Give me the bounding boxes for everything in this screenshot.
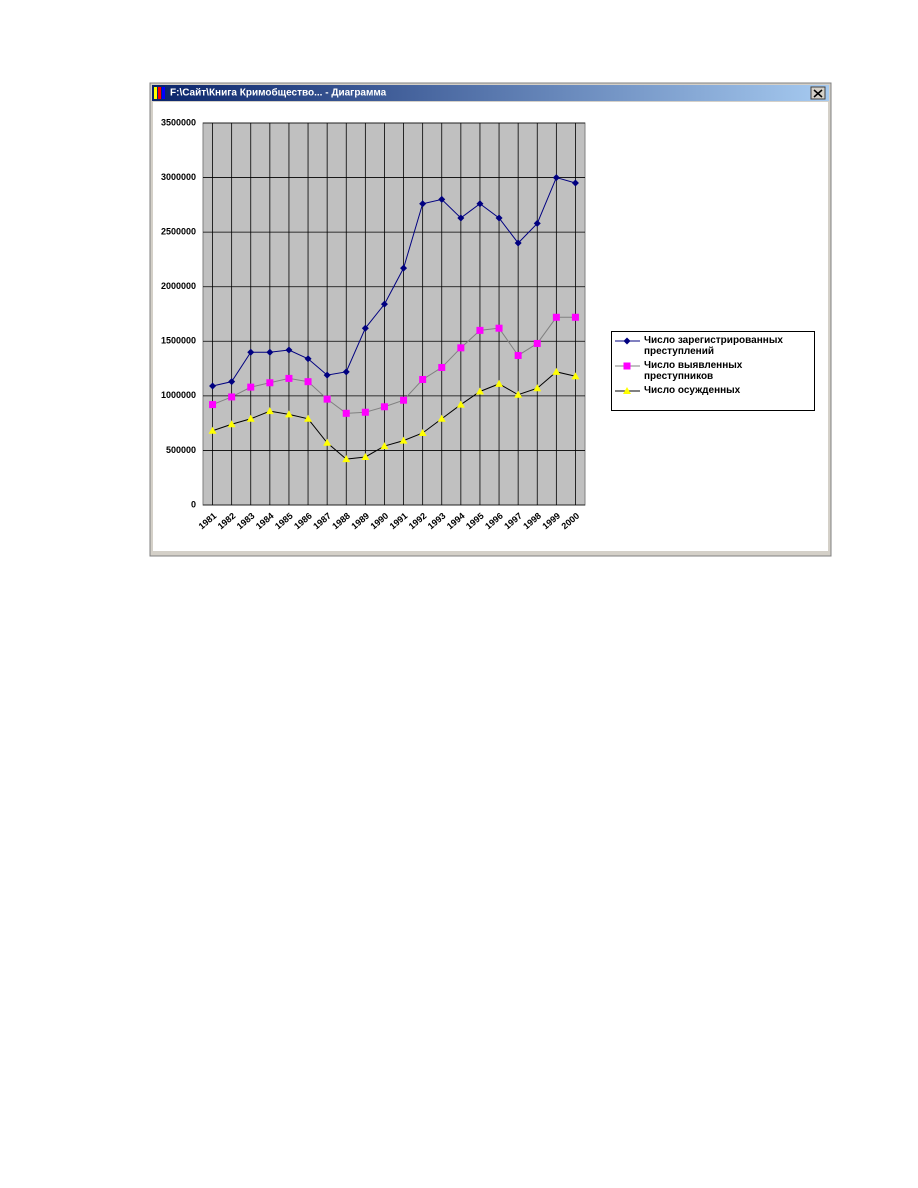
app-icon	[158, 87, 161, 99]
marker	[304, 414, 313, 422]
marker	[304, 378, 312, 386]
marker	[342, 368, 350, 376]
marker	[400, 396, 408, 404]
marker	[476, 200, 484, 208]
marker	[457, 214, 465, 222]
marker	[495, 324, 503, 332]
legend-marker	[623, 362, 631, 370]
marker	[476, 326, 484, 334]
marker	[533, 384, 542, 392]
marker	[380, 442, 389, 450]
marker	[361, 452, 370, 460]
marker	[514, 390, 523, 398]
marker	[419, 375, 427, 383]
marker	[247, 383, 255, 391]
marker	[533, 339, 541, 347]
marker	[418, 428, 427, 436]
y-tick-label: 2000000	[161, 281, 196, 291]
marker	[571, 313, 579, 321]
marker	[285, 374, 293, 382]
marker	[475, 387, 484, 395]
marker	[323, 438, 332, 446]
marker	[266, 348, 274, 356]
marker	[456, 400, 465, 408]
series-line	[212, 371, 576, 460]
marker	[514, 351, 522, 359]
marker	[247, 348, 255, 356]
app-icon	[162, 87, 165, 99]
marker	[399, 436, 408, 444]
marker	[419, 200, 427, 208]
marker	[438, 195, 446, 203]
marker	[400, 264, 408, 272]
marker	[323, 395, 331, 403]
marker	[437, 414, 446, 422]
marker	[265, 407, 274, 415]
marker	[342, 409, 350, 417]
marker	[457, 344, 465, 352]
marker	[209, 401, 217, 409]
marker	[228, 378, 236, 386]
marker	[380, 300, 388, 308]
marker	[342, 455, 351, 463]
title-bar	[152, 85, 829, 101]
marker	[284, 410, 293, 418]
y-tick-label: 2500000	[161, 227, 196, 237]
marker	[533, 219, 541, 227]
marker	[380, 403, 388, 411]
marker	[514, 239, 522, 247]
marker	[227, 420, 236, 428]
y-tick-label: 0	[191, 499, 196, 509]
legend-label: Число выявленных преступников	[644, 360, 743, 382]
marker	[208, 426, 217, 434]
marker	[285, 346, 293, 354]
marker	[495, 214, 503, 222]
marker	[552, 367, 561, 375]
legend-label: Число осужденных	[644, 385, 741, 396]
marker	[552, 174, 560, 182]
marker	[571, 372, 580, 380]
close-icon	[813, 89, 823, 98]
series-line	[212, 176, 576, 387]
marker	[304, 355, 312, 363]
y-tick-label: 1500000	[161, 336, 196, 346]
app-icon	[154, 87, 157, 99]
marker	[438, 363, 446, 371]
marker	[246, 414, 255, 422]
y-tick-label: 3500000	[161, 117, 196, 127]
marker	[266, 379, 274, 387]
y-tick-label: 3000000	[161, 172, 196, 182]
marker	[228, 393, 236, 401]
legend-marker	[623, 337, 631, 345]
y-tick-label: 1000000	[161, 390, 196, 400]
marker	[361, 408, 369, 416]
legend-label: Число зарегистрированных преступлений	[644, 335, 783, 357]
window-title: F:\Сайт\Книга Кримобщество... - Диаграмм…	[170, 87, 387, 99]
y-tick-label: 500000	[166, 445, 196, 455]
marker	[571, 179, 579, 187]
legend-keys	[615, 337, 640, 394]
marker	[209, 382, 217, 390]
marker	[552, 313, 560, 321]
marker	[361, 324, 369, 332]
legend: Число зарегистрированных преступлений Чис…	[611, 331, 815, 411]
marker	[495, 379, 504, 387]
marker	[323, 371, 331, 379]
plot-area	[202, 122, 586, 506]
legend-marker	[623, 387, 631, 394]
